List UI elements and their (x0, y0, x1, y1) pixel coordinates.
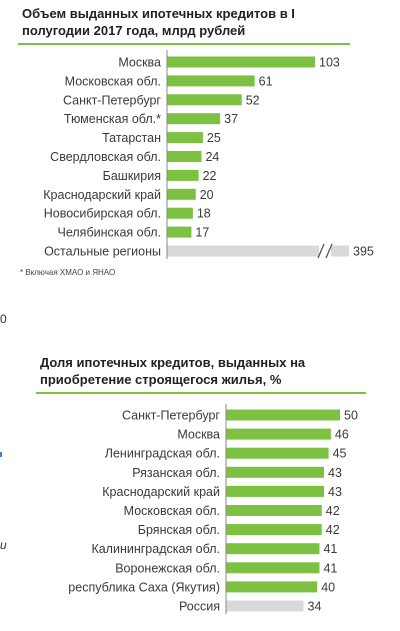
chart2-value-label: 43 (328, 466, 342, 480)
edge-fragment-top: 0 (0, 312, 7, 326)
chart1-category-label: Свердловская обл. (50, 150, 161, 164)
chart1-bar (167, 207, 193, 219)
chart1-bar (167, 113, 221, 125)
chart1-category-label: Башкирия (103, 169, 161, 183)
chart1-category-label: Москва (118, 56, 161, 70)
chart2-title-rule (36, 392, 366, 394)
chart2-bar (226, 485, 325, 497)
chart2-value-label: 42 (326, 523, 340, 537)
chart2-category-label: Ленинградская обл. (105, 447, 220, 461)
chart2-value-label: 45 (333, 447, 347, 461)
chart1-bar (167, 151, 202, 162)
chart2-value-label: 43 (328, 485, 342, 499)
chart1-value-label: 61 (259, 74, 273, 88)
chart2-value-label: 41 (323, 542, 337, 556)
chart1-value-label: 22 (203, 169, 217, 183)
chart1-category-label: Московская обл. (65, 74, 161, 88)
chart2-bar (226, 466, 325, 478)
chart2-category-label: Краснодарский край (102, 485, 220, 499)
chart2-category-label: Рязанская обл. (132, 466, 220, 480)
edge-mark-blue (0, 452, 2, 457)
chart1-bar (167, 188, 196, 200)
chart2-bar (226, 447, 329, 459)
chart1-bar (167, 132, 203, 144)
chart1-bar (167, 169, 199, 181)
chart1-bar (167, 56, 315, 68)
chart1-category-label: Татарстан (102, 131, 161, 145)
chart1-value-label: 17 (195, 226, 209, 240)
chart1-value-label: 24 (205, 150, 219, 164)
chart2-bar (226, 562, 320, 574)
chart2-bar (226, 428, 331, 440)
chart1-title: Объем выданных ипотечных кредитов в I по… (22, 6, 295, 38)
chart1-value-label: 18 (197, 207, 211, 221)
chart1-value-label: 103 (319, 56, 340, 70)
chart2-bar (226, 543, 320, 555)
chart2-category-label: республика Саха (Якутия) (68, 580, 220, 594)
chart2-category-label: Калининградская обл. (91, 542, 220, 556)
chart2-category-label: Санкт-Петербург (122, 409, 220, 423)
chart2-category-label: Воронежская обл. (115, 561, 220, 575)
chart1-value-label: 395 (353, 245, 374, 259)
chart2-plot: Санкт-Петербург 50 Москва 46 Ленинградская о… (68, 404, 358, 614)
chart1-value-label: 52 (246, 93, 260, 107)
chart2-bar (226, 409, 340, 421)
chart2-category-label: Московская обл. (124, 504, 220, 518)
chart2-value-label: 42 (326, 504, 340, 518)
chart2-value-label: 34 (308, 600, 322, 614)
chart2-value-label: 50 (344, 409, 358, 423)
chart2-category-label: Россия (179, 600, 220, 614)
chart1-value-label: 20 (200, 188, 214, 202)
chart1-value-label: 25 (207, 131, 221, 145)
chart1-category-label: Новосибирская обл. (44, 207, 161, 221)
edge-fragment-bottom: и (0, 538, 7, 552)
chart2-bar (226, 505, 322, 516)
chart1-axis-break (317, 243, 333, 259)
chart2-title: Доля ипотечных кредитов, выданных на при… (40, 355, 306, 387)
chart1-bar (167, 226, 192, 238)
chart1-category-label: Краснодарский край (43, 188, 161, 202)
chart1-category-label: Санкт-Петербург (63, 93, 161, 107)
chart2-category-label: Москва (177, 428, 220, 442)
chart1-category-label: Остальные регионы (44, 245, 161, 259)
chart2-bar (226, 524, 322, 536)
chart1-value-label: 37 (224, 112, 238, 126)
chart1-footnote: * Включая ХМАО и ЯНАО (20, 268, 116, 277)
chart2-value-label: 40 (321, 580, 335, 594)
chart1-bar (167, 94, 242, 106)
chart1-category-label: Челябинская обл. (58, 226, 161, 240)
chart1-plot: Москва 103 Московская обл. 61 Санкт-Петербур… (43, 50, 374, 259)
chart2-bar (226, 581, 318, 593)
chart2-bar (226, 600, 304, 612)
chart2-value-label: 41 (323, 561, 337, 575)
chart2-value-label: 46 (335, 428, 349, 442)
chart1-bar (167, 75, 255, 87)
chart2-category-label: Брянская обл. (138, 523, 220, 537)
chart1-title-rule (18, 43, 350, 45)
chart1-bar (167, 245, 349, 257)
chart1-category-label: Тюменская обл.* (64, 112, 161, 126)
